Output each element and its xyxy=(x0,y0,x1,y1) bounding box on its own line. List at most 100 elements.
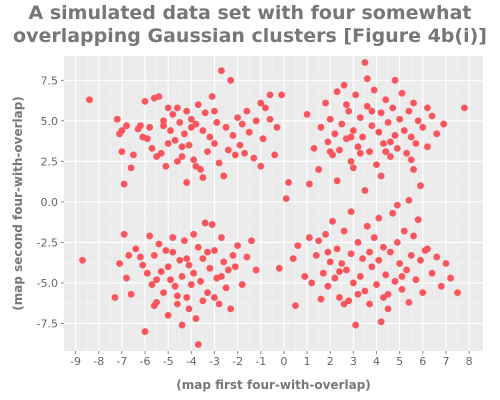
scatter-point xyxy=(211,107,218,115)
scatter-point xyxy=(428,112,436,120)
scatter-point xyxy=(352,91,360,99)
scatter-point xyxy=(178,143,186,151)
scatter-point xyxy=(187,123,195,131)
scatter-point xyxy=(169,234,177,241)
scatter-point xyxy=(403,266,411,274)
scatter-point xyxy=(155,93,163,100)
y-tick-label: 5.0 xyxy=(41,115,59,128)
scatter-point xyxy=(331,274,339,282)
scatter-point xyxy=(361,287,369,295)
scatter-point xyxy=(366,248,373,256)
x-tick-label: -6 xyxy=(140,355,151,368)
scatter-point xyxy=(410,166,417,173)
scatter-point xyxy=(208,93,216,100)
scatter-point xyxy=(167,127,174,134)
scatter-point xyxy=(368,263,376,271)
scatter-point xyxy=(201,219,209,227)
scatter-point xyxy=(257,162,265,170)
scatter-point xyxy=(218,67,225,74)
x-tick-label: -4 xyxy=(186,355,197,368)
scatter-point xyxy=(315,166,323,173)
scatter-point xyxy=(192,315,200,322)
scatter-point xyxy=(380,243,387,251)
scatter-point xyxy=(245,128,253,136)
x-axis-ticks: -9 -8 -7 -6 -5 -4 -3 -2 -1 0 1 2 3 4 5 6 7 8 xyxy=(70,351,473,368)
scatter-point xyxy=(375,128,383,136)
scatter-point xyxy=(292,302,299,310)
scatter-point xyxy=(387,153,394,160)
data-points xyxy=(79,59,468,348)
scatter-point xyxy=(257,99,265,107)
x-tick-label: -8 xyxy=(93,355,104,368)
scatter-point xyxy=(238,281,246,288)
scatter-point xyxy=(454,289,461,297)
scatter-point xyxy=(171,136,179,144)
scatter-point xyxy=(389,104,397,112)
x-tick-label: 8 xyxy=(466,355,473,368)
scatter-point xyxy=(164,104,172,112)
scatter-point xyxy=(442,260,450,267)
scatter-point xyxy=(359,255,367,263)
scatter-point xyxy=(160,289,167,297)
scatter-point xyxy=(185,261,193,269)
scatter-point xyxy=(176,256,184,264)
scatter-point xyxy=(396,260,404,267)
scatter-point xyxy=(111,294,119,301)
scatter-point xyxy=(178,273,186,280)
scatter-point xyxy=(136,253,144,261)
x-tick-label: -9 xyxy=(70,355,81,368)
scatter-point xyxy=(211,294,218,301)
scatter-point xyxy=(305,180,313,188)
scatter-point xyxy=(400,227,408,235)
scatter-point xyxy=(231,263,239,271)
x-tick-label: 4 xyxy=(373,355,380,368)
scatter-point xyxy=(363,222,371,230)
scatter-point xyxy=(153,153,160,160)
scatter-point xyxy=(250,154,258,162)
scatter-point xyxy=(127,290,135,298)
scatter-point xyxy=(329,217,336,225)
scatter-point xyxy=(356,114,364,121)
scatter-point xyxy=(190,156,198,164)
scatter-point xyxy=(130,151,137,159)
scatter-point xyxy=(146,123,154,131)
scatter-point xyxy=(164,263,172,271)
scatter-point xyxy=(356,273,364,280)
scatter-point xyxy=(143,135,151,143)
scatter-point xyxy=(116,260,123,267)
scatter-point xyxy=(215,159,223,167)
scatter-point xyxy=(204,248,211,256)
scatter-point xyxy=(336,268,343,275)
scatter-point xyxy=(79,256,86,264)
scatter-point xyxy=(224,146,232,154)
scatter-point xyxy=(231,151,239,159)
y-tick-label: 7.5 xyxy=(41,74,59,87)
scatter-point xyxy=(271,151,279,159)
scatter-point xyxy=(199,174,207,181)
scatter-point xyxy=(169,110,177,118)
scatter-point xyxy=(224,266,232,274)
scatter-point xyxy=(301,273,309,280)
scatter-point xyxy=(199,255,207,263)
y-tick-label: -5.0 xyxy=(37,277,58,290)
scatter-point xyxy=(338,260,346,267)
scatter-point xyxy=(396,115,404,123)
scatter-point xyxy=(380,294,387,301)
scatter-point xyxy=(113,115,121,123)
scatter-point xyxy=(368,122,376,130)
scatter-point xyxy=(162,162,170,170)
scatter-point xyxy=(252,117,260,125)
scatter-point xyxy=(234,242,242,250)
scatter-point xyxy=(261,104,269,112)
scatter-point xyxy=(222,284,230,292)
scatter-point xyxy=(370,86,378,94)
scatter-point xyxy=(174,300,181,308)
scatter-point xyxy=(410,232,417,240)
scatter-point xyxy=(317,295,325,303)
y-tick-label: 2.5 xyxy=(41,155,59,168)
y-tick-label: 0.0 xyxy=(41,196,59,209)
scatter-point xyxy=(153,276,160,284)
scatter-point xyxy=(461,104,468,112)
scatter-point xyxy=(368,107,376,115)
scatter-point xyxy=(366,300,373,308)
